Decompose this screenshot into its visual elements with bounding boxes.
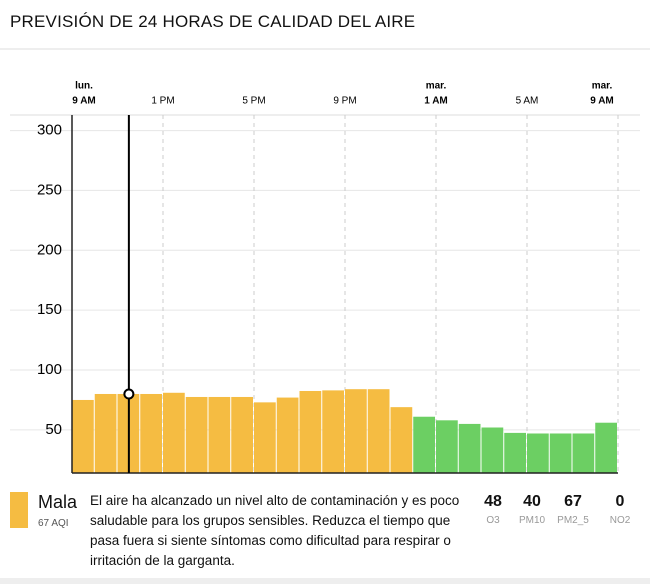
- separator: [0, 48, 650, 50]
- cursor-point: [123, 388, 135, 400]
- level-swatch: [10, 492, 28, 528]
- pollutant-value: 48: [484, 493, 502, 510]
- bar: [276, 397, 299, 473]
- bar: [595, 422, 617, 473]
- bar: [140, 393, 162, 473]
- y-tick-label: 300: [37, 122, 62, 139]
- x-tick-label: 9 AM: [590, 96, 614, 107]
- pollutant-name: NO2: [609, 515, 631, 526]
- title: PREVISIÓN DE 24 HORAS DE CALIDAD DEL AIR…: [10, 12, 416, 31]
- x-tick-day: mar.: [426, 81, 447, 92]
- aqi: 67 AQI: [38, 518, 69, 529]
- bar: [436, 420, 458, 473]
- x-tick-label: 1 AM: [424, 96, 448, 107]
- bar: [254, 402, 276, 473]
- bar: [458, 423, 481, 473]
- bar: [527, 433, 549, 473]
- bar: [390, 407, 413, 473]
- bar: [231, 396, 253, 473]
- bar: [549, 433, 572, 473]
- bar: [413, 416, 435, 473]
- bar: [208, 396, 231, 473]
- bar: [572, 433, 595, 473]
- y-tick-label: 50: [45, 421, 62, 438]
- bar: [94, 393, 117, 473]
- x-tick-day: lun.: [75, 81, 93, 92]
- y-tick-label: 250: [37, 181, 62, 198]
- bar: [322, 390, 344, 473]
- level: Mala: [38, 492, 78, 512]
- pollutant-name: PM10: [518, 515, 546, 526]
- bar: [481, 427, 504, 473]
- x-tick-label: 5 PM: [242, 96, 265, 107]
- chart: 50 100 150 200 250 300 9 AM lun. 1 PM 5 PM 9 PM 1 A…: [10, 81, 640, 474]
- bar: [299, 390, 322, 473]
- bar: [72, 399, 94, 473]
- bar: [163, 392, 185, 473]
- separator: [0, 578, 650, 584]
- y-tick-label: 150: [37, 301, 62, 318]
- bar: [367, 389, 390, 473]
- pollutant-name: O3: [486, 515, 500, 526]
- bar: [345, 389, 367, 473]
- x-tick-label: 9 AM: [72, 96, 96, 107]
- y-tick-label: 100: [37, 361, 62, 378]
- bar: [504, 432, 526, 473]
- x-tick-day: mar.: [592, 81, 613, 92]
- pollutant-name: PM2_5: [557, 515, 589, 526]
- x-tick-label: 5 AM: [516, 96, 539, 107]
- x-tick-label: 9 PM: [333, 96, 356, 107]
- pollutant-value: 0: [615, 493, 625, 510]
- pollutant-value: 67: [564, 493, 582, 510]
- description: El aire ha alcanzado un nivel alto de co…: [90, 493, 460, 568]
- pollutant-value: 40: [523, 493, 541, 510]
- bar: [185, 396, 208, 473]
- x-tick-label: 1 PM: [151, 96, 174, 107]
- y-tick-label: 200: [37, 241, 62, 258]
